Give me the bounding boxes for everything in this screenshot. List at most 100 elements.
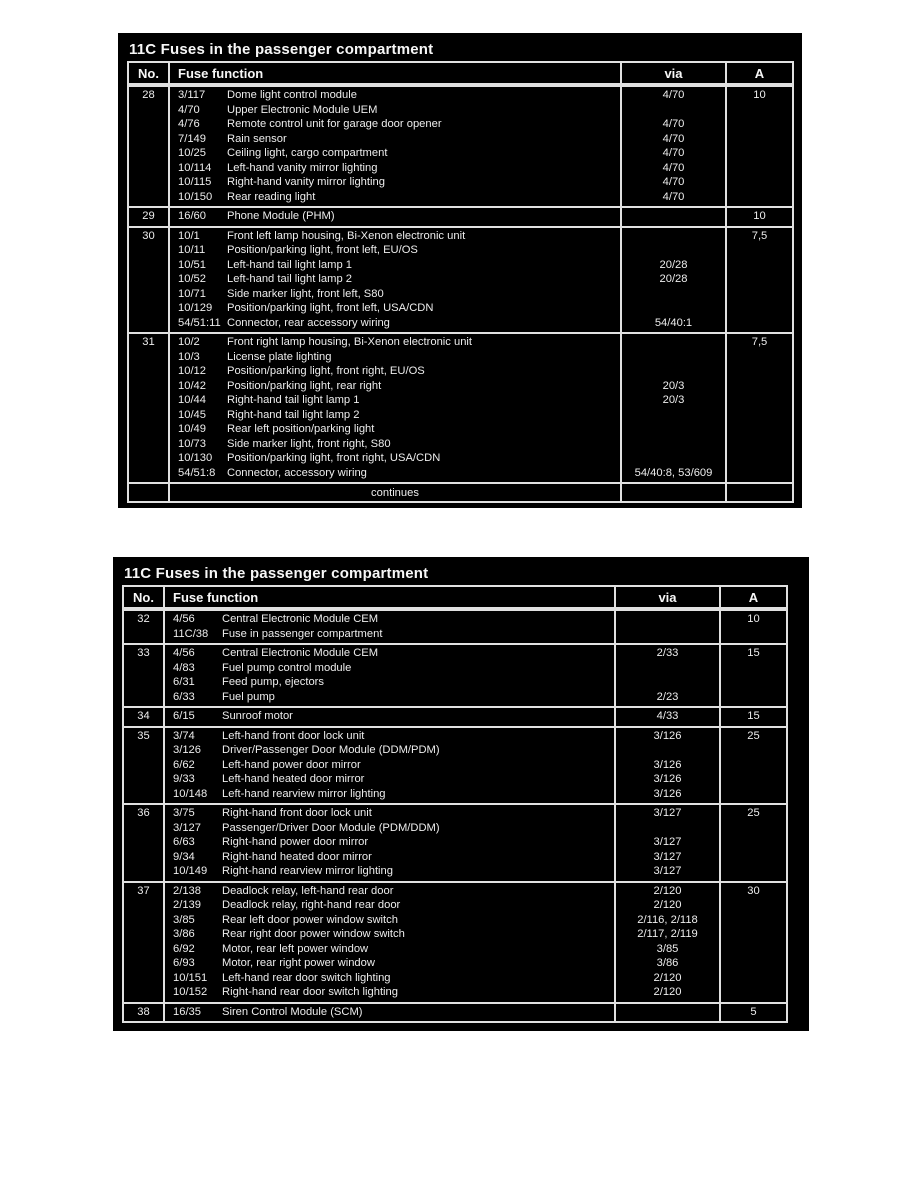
fuse-line: 10/11 Position/parking light, front left,… [170,243,620,258]
via-value [622,451,725,466]
component-description: Right-hand front door lock unit [222,807,372,819]
component-code: 16/35 [173,1005,201,1018]
fuse-line: 9/33 Left-hand heated door mirror [165,772,614,787]
component-code: 6/15 [173,710,195,722]
via-value: 4/70 [662,161,685,174]
fuse-line: 10/49 Rear left position/parking light [170,422,620,437]
amp-value: 15 [747,710,760,722]
component-code: 10/130 [178,452,213,464]
component-description: Dome light control module [227,89,357,101]
via-value: 2/120 [653,884,682,897]
fuse-line: 6/31 Feed pump, ejectors [165,675,614,690]
via-value: 3/86 [656,957,679,969]
fuse-row: 34 6/15 Sunroof motor 4/33 15 [124,708,786,728]
component-code: 4/83 [173,661,195,674]
component-description: Driver/Passenger Door Module (DDM/PDM) [222,744,440,756]
fuse-line: 54/51:11 Connector, rear accessory wiring [170,316,620,331]
component-description: Right-hand power door mirror [222,836,369,848]
fuse-line: 10/51 Left-hand tail light lamp 1 [170,258,620,273]
component-description: Remote control unit for garage door open… [227,118,442,130]
fuse-line: 10/151 Left-hand rear door switch lightin… [165,971,614,986]
component-description: Left-hand tail light lamp 2 [227,273,353,285]
via-value: 3/85 [656,942,679,955]
via-value [622,422,725,437]
via-value [616,743,719,758]
component-code: 11C/38 [173,627,209,640]
component-description: Left-hand heated door mirror [222,773,365,785]
col-header-no: No. [124,587,165,607]
component-code: 6/63 [173,836,195,848]
via-value: 4/70 [662,118,685,130]
fuse-line: 10/152 Right-hand rear door switch lighti… [165,985,614,1000]
fuse-line: 6/92 Motor, rear left power window [165,942,614,957]
col-header-amp: A [748,590,759,605]
component-description: Fuel pump [222,690,275,703]
via-value [622,103,725,118]
via-value [616,612,719,627]
component-code: 3/86 [173,928,195,940]
fuse-number: 36 [124,805,165,881]
fuse-line: 10/73 Side marker light, front right, S80 [170,437,620,452]
via-value: 3/126 [653,729,682,742]
component-description: Position/parking light, front right, EU/… [227,365,425,377]
via-value: 3/126 [653,773,682,785]
component-description: Passenger/Driver Door Module (PDM/DDM) [222,821,440,834]
via-value: 4/70 [662,176,685,188]
component-code: 7/149 [178,132,206,145]
fuse-line: 10/3 License plate lighting [170,350,620,365]
fuse-line: 3/126 Driver/Passenger Door Module (DDM/P… [165,743,614,758]
component-code: 3/75 [173,807,195,819]
fuse-line: 10/45 Right-hand tail light lamp 2 [170,408,620,423]
via-value: 20/28 [659,273,688,285]
via-cell: 4/70 4/70 4/70 4/70 4/70 4/70 4/70 [622,87,727,206]
fuse-line: 4/70 Upper Electronic Module UEM [170,103,620,118]
component-code: 10/114 [178,161,212,174]
component-code: 10/149 [173,865,208,877]
fuse-line: 10/1 Front left lamp housing, Bi-Xenon el… [170,229,620,244]
component-code: 3/126 [173,744,201,756]
amp-value: 5 [750,1005,757,1018]
fuse-line: 10/129 Position/parking light, front left… [170,301,620,316]
fuse-line: 4/56 Central Electronic Module CEM [165,646,614,661]
fuse-row: 30 10/1 Front left lamp housing, Bi-Xenon … [129,227,792,334]
fuse-number: 37 [124,882,165,1002]
table-body: 32 4/56 Central Electronic Module CEM 11C/3… [124,611,786,1021]
fuse-line: 6/33 Fuel pump [165,690,614,705]
fuse-number: 28 [129,87,170,206]
fuse-line: 10/44 Right-hand tail light lamp 1 [170,393,620,408]
component-code: 10/151 [173,971,208,984]
via-cell: 2/120 2/120 2/116, 2/118 2/117, 2/119 3/85 3/… [616,882,721,1002]
via-value [622,209,725,224]
component-description: Fuse in passenger compartment [222,627,383,640]
via-cell: 20/28 20/28 54/40:1 [622,227,727,332]
component-description: Rain sensor [227,132,287,145]
fuse-number: 33 [124,645,165,706]
via-value: 4/70 [662,147,685,159]
fuse-function-cell: 10/2 Front right lamp housing, Bi-Xenon e… [170,334,622,482]
component-code: 10/129 [178,302,213,314]
fuse-row: 31 10/2 Front right lamp housing, Bi-Xenon… [129,334,792,484]
component-description: Right-hand vanity mirror lighting [227,176,385,188]
via-value: 2/23 [656,690,679,703]
via-value: 4/70 [662,190,685,203]
via-value: 54/40:1 [654,316,693,329]
via-value [616,821,719,836]
component-description: Connector, rear accessory wiring [227,316,390,329]
header-divider [124,609,786,611]
via-value [622,229,725,244]
via-value [622,335,725,350]
component-code: 6/92 [173,942,195,955]
component-description: Rear reading light [227,190,316,203]
amp-value: 7,5 [751,336,768,348]
fuse-row: 32 4/56 Central Electronic Module CEM 11C/3… [124,611,786,645]
via-value [616,675,719,690]
component-description: Front right lamp housing, Bi-Xenon elect… [227,336,473,348]
fuse-line: 4/83 Fuel pump control module [165,661,614,676]
fuse-function-cell: 4/56 Central Electronic Module CEM 11C/38 F… [165,611,616,643]
via-value: 3/126 [653,787,682,800]
component-description: Sunroof motor [222,710,293,722]
component-code: 10/12 [178,365,206,377]
component-code: 10/73 [178,437,206,450]
via-value: 2/33 [656,647,679,659]
component-description: Left-hand power door mirror [222,758,361,771]
